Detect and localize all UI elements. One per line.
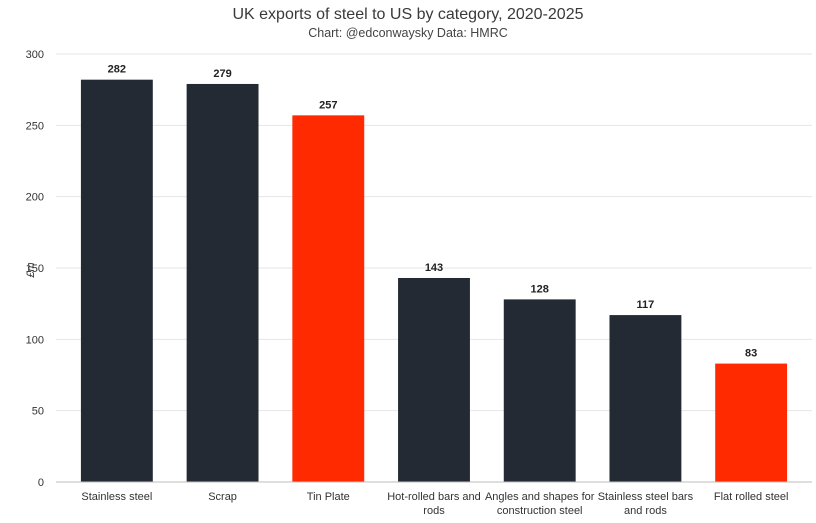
x-tick-label: Angles and shapes for construction steel [485, 491, 595, 517]
bar [398, 277, 470, 482]
bar [503, 299, 576, 482]
x-tick-label: Stainless steel [81, 491, 152, 503]
data-label: 128 [531, 283, 549, 295]
x-tick-label-line: Tin Plate [307, 491, 350, 503]
bar [80, 79, 153, 483]
y-axis-label: £m [25, 262, 37, 278]
x-tick-label: Tin Plate [307, 491, 350, 503]
x-tick-label-line: Hot-rolled bars and [387, 491, 481, 503]
x-tick-label-line: Stainless steel bars [598, 491, 694, 503]
x-tick-label-line: rods [423, 505, 445, 517]
y-tick-label: 200 [26, 192, 44, 204]
bars: 282 279 257 143 128 117 83 [80, 64, 788, 483]
data-label: 257 [319, 99, 337, 111]
chart-subtitle: Chart: @edconwaysky Data: HMRC [308, 26, 508, 40]
data-label: 143 [425, 262, 443, 274]
bar [292, 115, 365, 482]
data-label: 117 [637, 299, 655, 311]
x-tick-label-line: Angles and shapes for [485, 491, 595, 503]
y-tick-label: 250 [26, 120, 44, 132]
x-tick-label-line: Scrap [208, 491, 237, 503]
data-label: 282 [108, 64, 126, 76]
x-tick-label: Scrap [208, 491, 237, 503]
x-tick-label: Flat rolled steel [714, 491, 789, 503]
y-axis: 0 50 100 150 200 250 300 [26, 49, 44, 489]
bar [715, 363, 788, 482]
y-tick-label: 50 [32, 406, 44, 418]
x-tick-label: Hot-rolled bars and rods [387, 491, 481, 517]
y-tick-label: 150 [26, 263, 44, 275]
x-tick-label-line: construction steel [497, 505, 583, 517]
y-tick-label: 0 [38, 477, 44, 489]
y-tick-label: 300 [26, 49, 44, 61]
bar [186, 83, 259, 483]
x-tick-label-line: and rods [624, 505, 667, 517]
data-label: 83 [745, 348, 757, 360]
x-tick-label-line: Flat rolled steel [714, 491, 789, 503]
chart-title: UK exports of steel to US by category, 2… [232, 6, 584, 23]
x-axis: Stainless steel Scrap Tin Plate Hot-rolled … [56, 481, 812, 517]
bar [609, 315, 682, 482]
data-label: 279 [213, 68, 231, 80]
x-tick-label: Stainless steel bars and rods [598, 491, 694, 517]
x-tick-label-line: Stainless steel [81, 491, 152, 503]
y-tick-label: 100 [26, 334, 44, 346]
